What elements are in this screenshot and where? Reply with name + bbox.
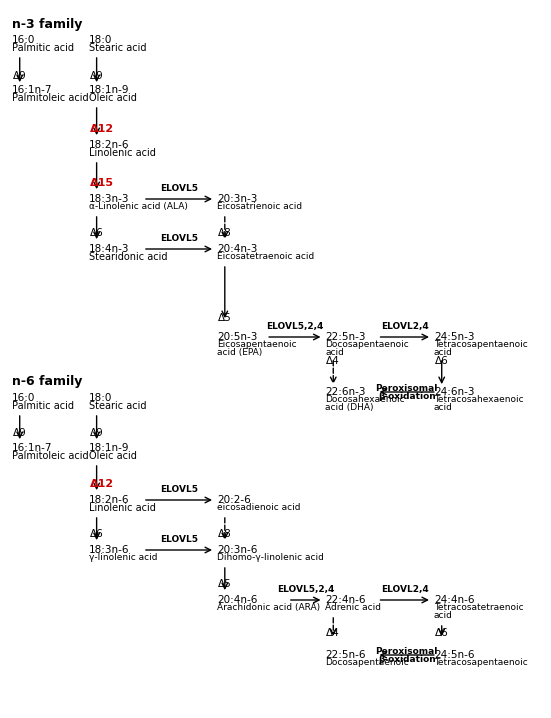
- Text: Linolenic acid: Linolenic acid: [89, 148, 155, 158]
- Text: n-6 family: n-6 family: [12, 375, 82, 388]
- Text: α-Linolenic acid (ALA): α-Linolenic acid (ALA): [89, 202, 187, 211]
- Text: Eicosapentaenoic: Eicosapentaenoic: [217, 340, 296, 349]
- Text: ELOVL2,4: ELOVL2,4: [381, 322, 429, 331]
- Text: acid: acid: [434, 348, 453, 357]
- Text: 18:2n-6: 18:2n-6: [89, 140, 129, 150]
- Text: Δ9: Δ9: [90, 71, 104, 81]
- Text: Δ9: Δ9: [13, 428, 26, 438]
- Text: Δ15: Δ15: [90, 178, 114, 188]
- Text: ELOVL5: ELOVL5: [160, 234, 198, 243]
- Text: 18:1n-9: 18:1n-9: [89, 443, 129, 453]
- Text: Linolenic acid: Linolenic acid: [89, 503, 155, 513]
- Text: ELOVL5: ELOVL5: [160, 184, 198, 193]
- Text: ELOVL5: ELOVL5: [160, 535, 198, 544]
- Text: Arachidonic acid (ARA): Arachidonic acid (ARA): [217, 603, 320, 612]
- Text: 20:2-6: 20:2-6: [217, 495, 251, 505]
- Text: Docosapentaenoic: Docosapentaenoic: [326, 658, 409, 667]
- Text: acid: acid: [434, 611, 453, 620]
- Text: ELOVL2,4: ELOVL2,4: [381, 585, 429, 594]
- Text: Tetracosapentaenoic: Tetracosapentaenoic: [434, 658, 527, 667]
- Text: Tetracosatetraenoic: Tetracosatetraenoic: [434, 603, 523, 612]
- Text: 22:6n-3: 22:6n-3: [326, 387, 366, 397]
- Text: 18:0: 18:0: [89, 393, 112, 403]
- Text: 20:3n-3: 20:3n-3: [217, 194, 257, 204]
- Text: 24:4n-6: 24:4n-6: [434, 595, 474, 605]
- Text: 20:4n-6: 20:4n-6: [217, 595, 257, 605]
- Text: Δ8: Δ8: [218, 529, 231, 539]
- Text: Palmitoleic acid: Palmitoleic acid: [12, 93, 89, 103]
- Text: 20:4n-3: 20:4n-3: [217, 244, 257, 254]
- Text: 18:3n-6: 18:3n-6: [89, 545, 129, 555]
- Text: 16:1n-7: 16:1n-7: [12, 443, 52, 453]
- Text: Stearic acid: Stearic acid: [89, 43, 146, 53]
- Text: 20:5n-3: 20:5n-3: [217, 332, 257, 342]
- Text: 24:6n-3: 24:6n-3: [434, 387, 474, 397]
- Text: Tetracosahexaenoic: Tetracosahexaenoic: [434, 395, 523, 404]
- Text: acid (EPA): acid (EPA): [217, 348, 262, 357]
- Text: Adrenic acid: Adrenic acid: [326, 603, 381, 612]
- Text: 24:5n-6: 24:5n-6: [434, 650, 474, 660]
- Text: Peroxisomal: Peroxisomal: [376, 384, 438, 393]
- Text: 22:5n-3: 22:5n-3: [326, 332, 366, 342]
- Text: Δ8: Δ8: [218, 228, 231, 238]
- Text: Peroxisomal: Peroxisomal: [376, 647, 438, 656]
- Text: 18:3n-3: 18:3n-3: [89, 194, 129, 204]
- Text: Δ6: Δ6: [435, 356, 449, 366]
- Text: Dihomo-γ-linolenic acid: Dihomo-γ-linolenic acid: [217, 553, 324, 562]
- Text: Δ12: Δ12: [90, 479, 114, 489]
- Text: Δ4: Δ4: [326, 356, 340, 366]
- Text: 24:5n-3: 24:5n-3: [434, 332, 474, 342]
- Text: 18:4n-3: 18:4n-3: [89, 244, 129, 254]
- Text: Δ6: Δ6: [435, 628, 449, 638]
- Text: Δ9: Δ9: [90, 428, 104, 438]
- Text: ELOVL5,2,4: ELOVL5,2,4: [277, 585, 334, 594]
- Text: β-oxidation: β-oxidation: [378, 655, 436, 664]
- Text: Δ5: Δ5: [218, 313, 231, 323]
- Text: Eicosatrienoic acid: Eicosatrienoic acid: [217, 202, 302, 211]
- Text: eicosadienoic acid: eicosadienoic acid: [217, 503, 300, 512]
- Text: ELOVL5: ELOVL5: [160, 485, 198, 494]
- Text: 18:0: 18:0: [89, 35, 112, 45]
- Text: acid: acid: [326, 348, 344, 357]
- Text: 18:1n-9: 18:1n-9: [89, 85, 129, 95]
- Text: 22:5n-6: 22:5n-6: [326, 650, 366, 660]
- Text: Δ6: Δ6: [90, 228, 104, 238]
- Text: 16:0: 16:0: [12, 393, 35, 403]
- Text: Δ12: Δ12: [90, 124, 114, 134]
- Text: Oleic acid: Oleic acid: [89, 93, 137, 103]
- Text: Palmitic acid: Palmitic acid: [12, 43, 74, 53]
- Text: Stearic acid: Stearic acid: [89, 401, 146, 411]
- Text: Docosahexaenoic: Docosahexaenoic: [326, 395, 405, 404]
- Text: 16:1n-7: 16:1n-7: [12, 85, 52, 95]
- Text: Eicosatetraenoic acid: Eicosatetraenoic acid: [217, 252, 314, 261]
- Text: γ-linolenic acid: γ-linolenic acid: [89, 553, 157, 562]
- Text: Stearidonic acid: Stearidonic acid: [89, 252, 168, 262]
- Text: 20:3n-6: 20:3n-6: [217, 545, 257, 555]
- Text: n-3 family: n-3 family: [12, 18, 82, 31]
- Text: 16:0: 16:0: [12, 35, 35, 45]
- Text: acid: acid: [434, 403, 453, 412]
- Text: ELOVL5,2,4: ELOVL5,2,4: [266, 322, 323, 331]
- Text: Palmitic acid: Palmitic acid: [12, 401, 74, 411]
- Text: Docosapentaenoic: Docosapentaenoic: [326, 340, 409, 349]
- Text: β-oxidation: β-oxidation: [378, 392, 436, 401]
- Text: Δ6: Δ6: [90, 529, 104, 539]
- Text: Δ4: Δ4: [326, 628, 340, 638]
- Text: Tetracosapentaenoic: Tetracosapentaenoic: [434, 340, 527, 349]
- Text: acid (DHA): acid (DHA): [326, 403, 374, 412]
- Text: Palmitoleic acid: Palmitoleic acid: [12, 451, 89, 461]
- Text: Δ9: Δ9: [13, 71, 26, 81]
- Text: Δ5: Δ5: [218, 579, 231, 589]
- Text: 22:4n-6: 22:4n-6: [326, 595, 366, 605]
- Text: Oleic acid: Oleic acid: [89, 451, 137, 461]
- Text: 18:2n-6: 18:2n-6: [89, 495, 129, 505]
